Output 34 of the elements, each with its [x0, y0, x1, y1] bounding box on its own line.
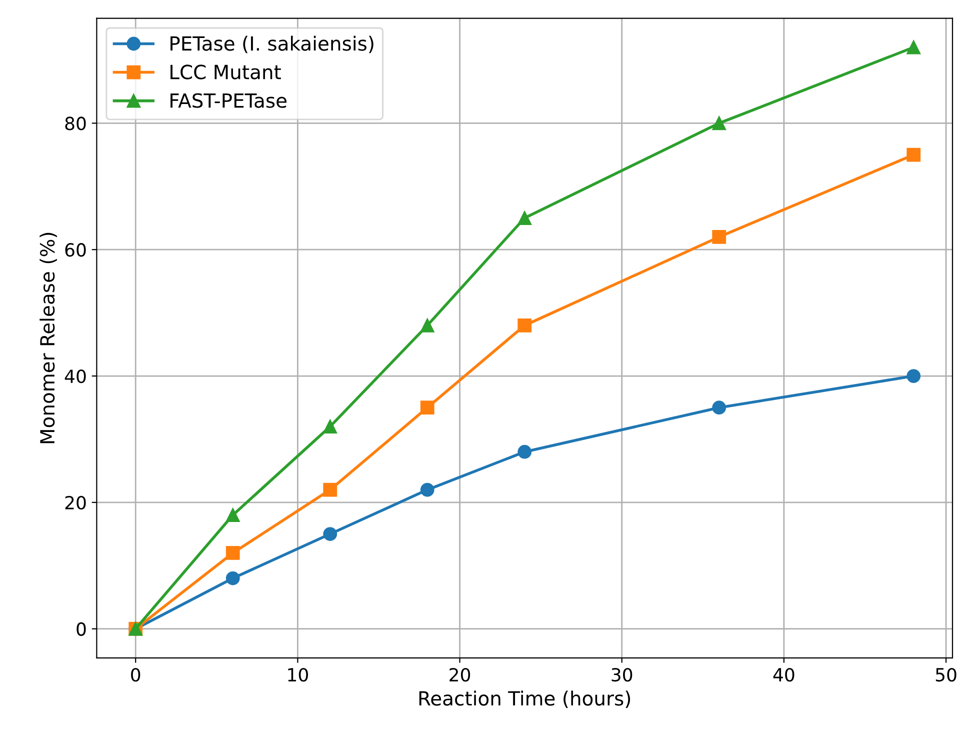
y-axis-title: Monomer Release (%) — [40, 232, 57, 444]
point — [518, 318, 532, 332]
point — [712, 230, 726, 244]
point — [420, 482, 434, 497]
legend-label: LCC Mutant — [170, 64, 281, 80]
point — [420, 400, 434, 415]
legend-label: PETase (I. sakaiensis) — [170, 36, 374, 54]
y-tick-label: 20 — [65, 496, 86, 510]
x-tick-label: 30 — [612, 668, 632, 682]
point — [712, 400, 726, 415]
point — [226, 508, 240, 522]
legend-label: FAST-PETase — [170, 93, 286, 108]
point — [226, 571, 240, 586]
x-tick-label: 0 — [131, 668, 140, 682]
point — [518, 211, 532, 225]
x-axis-title: Reaction Time (hours) — [419, 690, 630, 708]
x-tick-label: 50 — [936, 668, 956, 682]
y-tick-label: 0 — [76, 622, 86, 636]
point — [906, 148, 921, 162]
y-tick-label: 40 — [64, 369, 86, 384]
point — [712, 116, 726, 130]
point — [420, 318, 434, 332]
x-tick-label: 40 — [773, 668, 794, 682]
x-tick-label: 20 — [450, 668, 470, 682]
point — [518, 444, 532, 459]
y-tick-label: 80 — [65, 116, 86, 130]
point — [323, 482, 338, 497]
y-tick-label: 60 — [65, 243, 86, 257]
point — [906, 40, 921, 54]
point — [323, 527, 338, 541]
point — [906, 369, 921, 383]
point — [226, 546, 240, 560]
point — [323, 420, 338, 434]
x-tick-label: 10 — [288, 668, 308, 682]
